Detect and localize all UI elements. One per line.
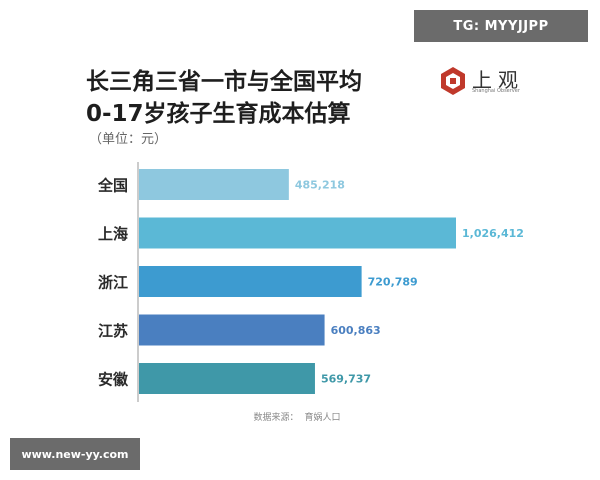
bar-0 xyxy=(139,169,289,200)
source-label: 数据来源： xyxy=(253,413,299,423)
watermark-bottom: www.new-yy.com xyxy=(10,438,140,470)
bar-4 xyxy=(139,363,315,394)
value-label-1: 1,026,412 xyxy=(462,227,524,240)
chart-title: 长三角三省一市与全国平均 0-17岁孩子生育成本估算 xyxy=(86,66,362,130)
title-line-2: 0-17岁孩子生育成本估算 xyxy=(86,101,351,127)
logo-text: 上观 xyxy=(472,68,524,92)
logo-mark-icon xyxy=(441,67,465,95)
source-name: 育娲人口 xyxy=(304,413,341,423)
logo-subtext: Shanghai Observer xyxy=(472,88,520,94)
category-label-1: 上海 xyxy=(98,225,128,243)
bar-chart: 全国 485,218 上海 1,026,412 浙江 720,789 江苏 600,863 安徽… xyxy=(97,162,524,402)
unit-label: （单位：元） xyxy=(89,132,168,147)
watermark-top: TG: MYYJJPP xyxy=(414,10,588,42)
shangguan-logo: 上观 Shanghai Observer xyxy=(438,66,558,100)
value-label-2: 720,789 xyxy=(368,276,418,289)
source-note: 数据来源： 育娲人口 xyxy=(0,410,600,423)
title-line-1: 长三角三省一市与全国平均 xyxy=(86,69,362,95)
bar-2 xyxy=(139,266,362,297)
category-label-2: 浙江 xyxy=(98,274,128,292)
value-label-4: 569,737 xyxy=(321,373,371,386)
category-label-4: 安徽 xyxy=(98,371,129,389)
value-label-0: 485,218 xyxy=(295,179,345,192)
bar-1 xyxy=(139,217,456,249)
value-label-3: 600,863 xyxy=(331,324,381,337)
category-label-3: 江苏 xyxy=(98,322,128,340)
bar-3 xyxy=(139,314,325,346)
category-label-0: 全国 xyxy=(97,177,128,195)
